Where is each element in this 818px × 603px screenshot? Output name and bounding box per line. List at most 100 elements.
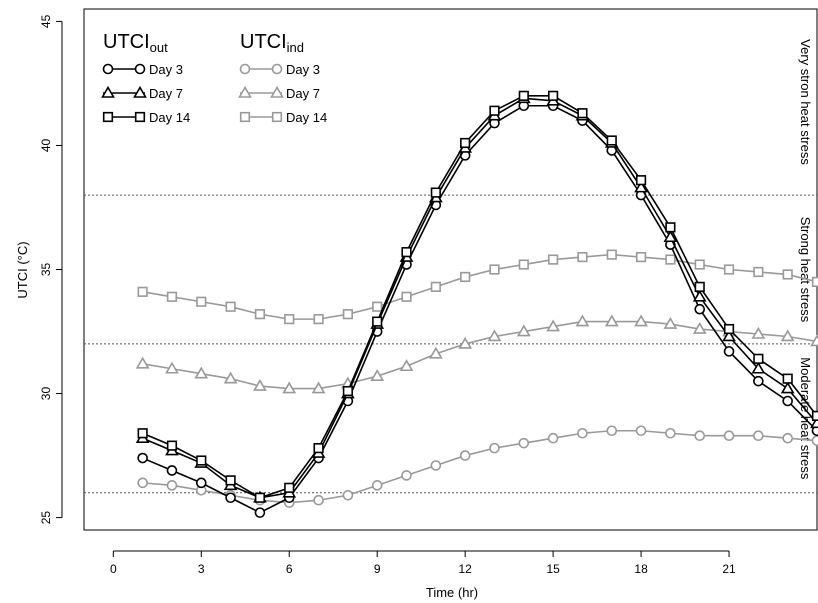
data-point (753, 266, 764, 278)
data-point (166, 291, 178, 302)
x-tick-label: 12 (458, 562, 472, 576)
legend-marker (238, 85, 252, 98)
data-point (137, 286, 148, 297)
axes: 0 3 6 9 12 15 18 21 25 30 35 40 45 (39, 14, 736, 576)
data-point (137, 477, 148, 489)
data-point (780, 329, 795, 342)
series-line (142, 104, 818, 514)
data-point (694, 303, 706, 315)
data-point (577, 108, 588, 119)
data-point (577, 251, 588, 263)
data-point (723, 346, 735, 357)
data-point (548, 90, 559, 101)
data-point (372, 301, 383, 312)
x-tick-label: 18 (634, 562, 648, 576)
y-axis-label: UTCI (°C) (15, 241, 30, 298)
data-point (401, 470, 412, 481)
data-point (489, 442, 500, 454)
zone-label-1: Strong heat stress (798, 217, 813, 323)
data-point (604, 314, 619, 327)
data-point (518, 90, 529, 101)
data-point (810, 334, 818, 347)
data-point (371, 480, 383, 491)
data-point (166, 440, 178, 451)
data-point (372, 316, 383, 327)
data-point (430, 281, 441, 292)
data-point (166, 480, 178, 491)
data-point (723, 430, 735, 442)
data-point (225, 301, 236, 312)
data-point (401, 291, 412, 302)
data-point (692, 289, 707, 302)
data-point (254, 507, 266, 518)
data-point (518, 259, 529, 270)
legend-marker (270, 85, 284, 98)
data-point (516, 324, 531, 337)
data-point (254, 309, 266, 320)
data-point (458, 336, 473, 349)
data-point (313, 314, 324, 325)
legend-marker (134, 63, 146, 75)
data-point (753, 353, 764, 364)
data-point (225, 475, 236, 486)
data-point (634, 180, 648, 193)
legend-marker (271, 111, 283, 123)
data-point (634, 314, 648, 327)
data-point (606, 135, 617, 146)
data-point (195, 477, 207, 489)
legend-label: Day 14 (149, 110, 190, 125)
series-out-day-14 (137, 90, 818, 503)
data-point (166, 465, 178, 476)
x-tick-label: 3 (198, 562, 205, 576)
data-point (399, 359, 414, 372)
data-point (811, 435, 818, 446)
data-point (753, 430, 764, 442)
legend-item-ind-day-14: Day 14 (239, 110, 327, 125)
data-point (196, 455, 207, 466)
data-point (313, 443, 324, 454)
legend-item-ind-day-7: Day 7 (238, 85, 320, 101)
data-point (575, 314, 590, 327)
data-point (254, 492, 266, 503)
data-point (663, 316, 678, 329)
data-point (547, 432, 559, 444)
legend-title-out: UTCIout (103, 31, 168, 55)
y-tick-label: 40 (39, 138, 53, 152)
data-point (313, 494, 324, 506)
y-tick-label: 35 (39, 263, 53, 277)
data-point (635, 175, 647, 186)
x-tick-label: 6 (286, 562, 293, 576)
legend-label: Day 7 (286, 86, 320, 101)
series-ind-day-3 (137, 425, 818, 509)
legend-marker (133, 85, 147, 98)
x-tick-label: 15 (546, 562, 560, 576)
legend-marker (102, 111, 114, 123)
data-point (460, 137, 471, 149)
data-point (284, 314, 295, 325)
data-point (751, 361, 766, 374)
series-line (142, 95, 818, 499)
legend-label: Day 3 (149, 62, 183, 77)
series-ind-day-14 (137, 249, 818, 325)
y-tick-label: 45 (39, 14, 53, 28)
data-point (518, 437, 530, 449)
data-point (284, 482, 295, 493)
data-point (694, 281, 705, 292)
legend-title-subscript: out (150, 40, 168, 55)
x-tick-label: 9 (374, 562, 381, 576)
data-point (370, 369, 385, 381)
data-point (665, 254, 676, 265)
data-point (489, 105, 500, 116)
data-point (137, 428, 148, 439)
data-point (165, 361, 179, 374)
legend-item-out-day-14: Day 14 (102, 110, 190, 125)
data-point (253, 379, 267, 391)
data-point (311, 381, 326, 394)
data-point (723, 323, 735, 335)
data-point (811, 276, 818, 288)
data-point (137, 452, 148, 464)
series-line (142, 429, 818, 504)
data-point (489, 264, 500, 275)
x-tick-label: 0 (110, 562, 117, 576)
